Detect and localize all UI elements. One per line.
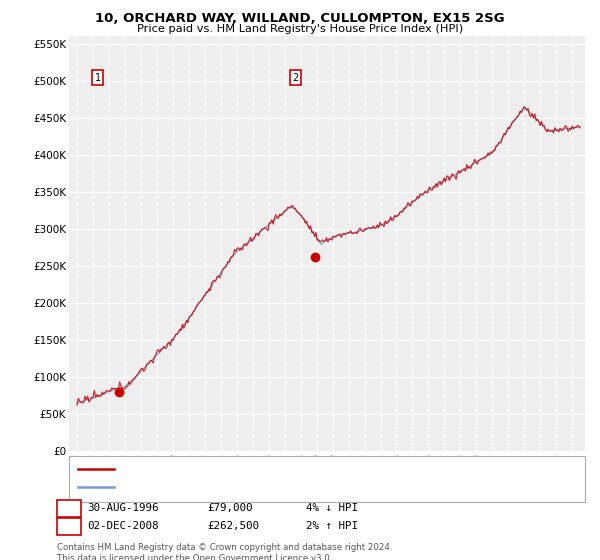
Text: 10, ORCHARD WAY, WILLAND, CULLOMPTON, EX15 2SG: 10, ORCHARD WAY, WILLAND, CULLOMPTON, EX…: [95, 12, 505, 25]
Text: 02-DEC-2008: 02-DEC-2008: [87, 521, 158, 531]
Text: 2: 2: [293, 73, 299, 83]
Text: 2: 2: [65, 520, 73, 533]
Text: 4% ↓ HPI: 4% ↓ HPI: [306, 503, 358, 514]
Text: 30-AUG-1996: 30-AUG-1996: [87, 503, 158, 514]
Text: £79,000: £79,000: [207, 503, 253, 514]
Text: 2% ↑ HPI: 2% ↑ HPI: [306, 521, 358, 531]
Text: Price paid vs. HM Land Registry's House Price Index (HPI): Price paid vs. HM Land Registry's House …: [137, 24, 463, 34]
Text: 1: 1: [65, 502, 73, 515]
Text: Contains HM Land Registry data © Crown copyright and database right 2024.
This d: Contains HM Land Registry data © Crown c…: [57, 543, 392, 560]
Text: 10, ORCHARD WAY, WILLAND, CULLOMPTON, EX15 2SG (detached house): 10, ORCHARD WAY, WILLAND, CULLOMPTON, EX…: [118, 464, 479, 474]
Text: 1: 1: [95, 73, 101, 83]
Text: £262,500: £262,500: [207, 521, 259, 531]
Text: HPI: Average price, detached house, Mid Devon: HPI: Average price, detached house, Mid …: [118, 482, 351, 492]
